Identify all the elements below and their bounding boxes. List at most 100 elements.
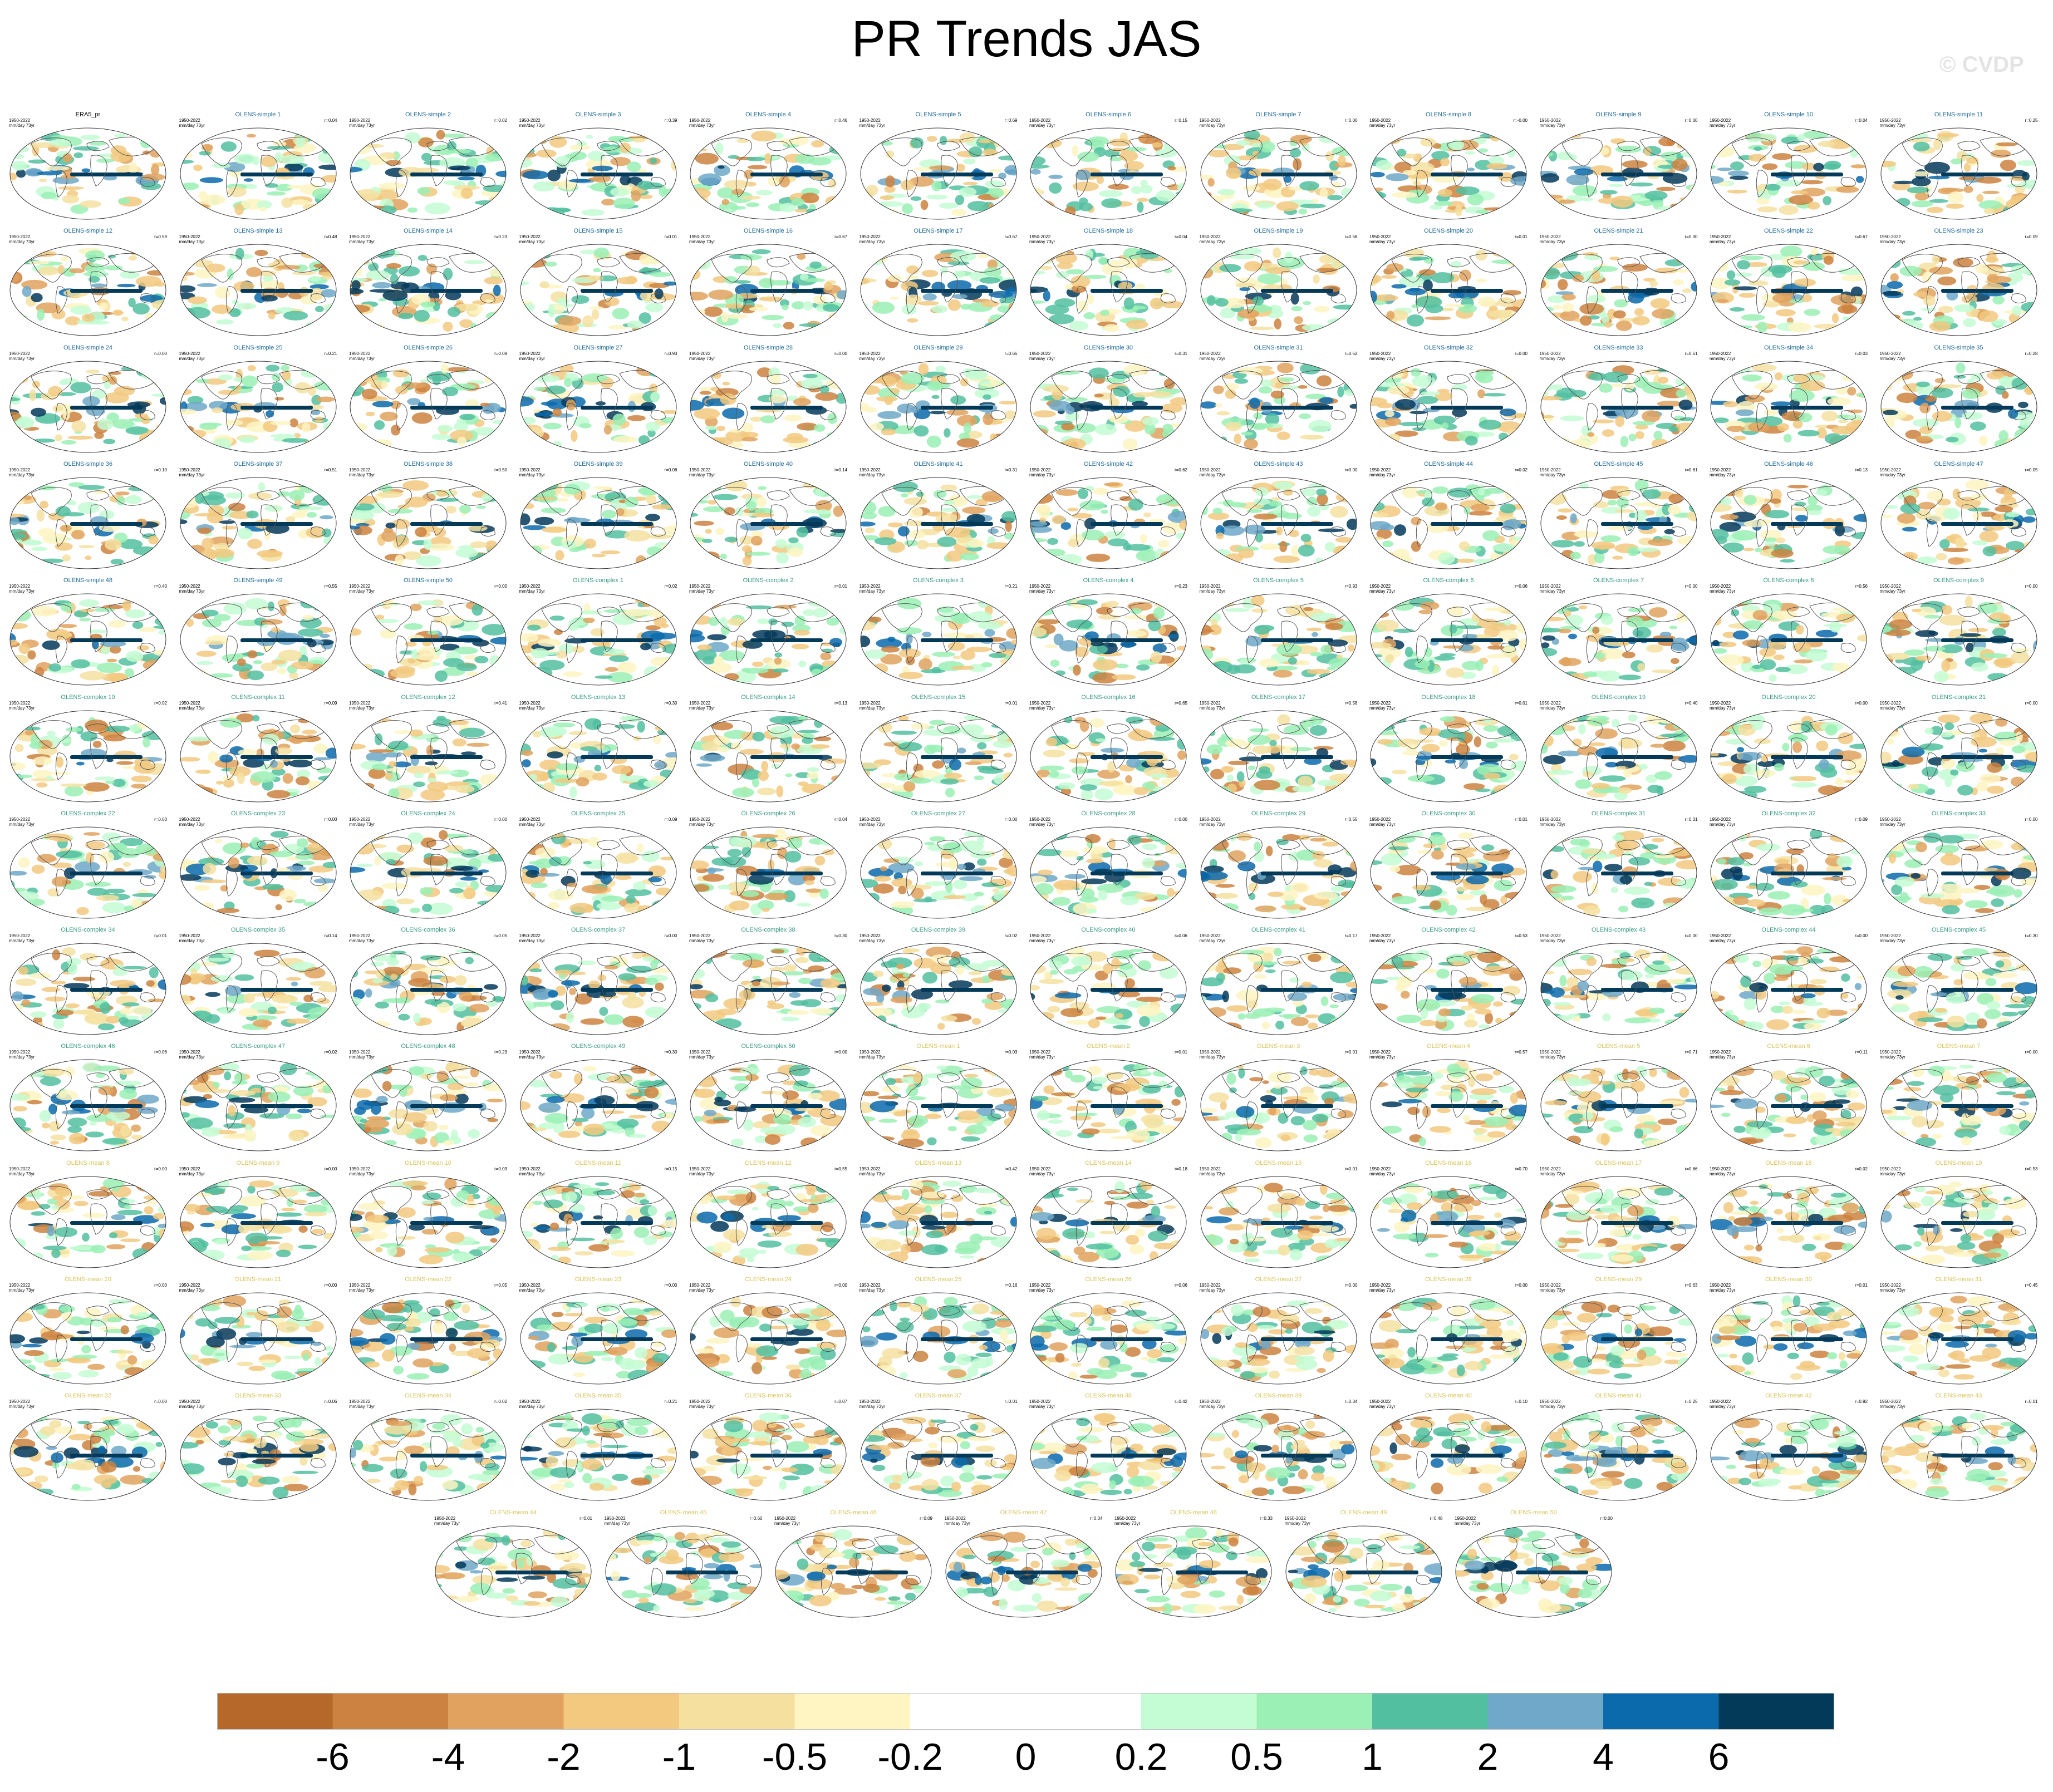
panel-pattern-correlation: r=0.25 [1684, 1399, 1698, 1405]
robinson-map [1200, 1059, 1357, 1151]
cvdp-watermark: © CVDP [1939, 52, 2024, 77]
panel-years: 1950-2022 [1710, 234, 1731, 240]
panel-title: OLENS-mean 23 [574, 1276, 622, 1283]
panel-units: mm/day 73yr [9, 1171, 35, 1176]
panel-years: 1950-2022 [349, 1050, 371, 1055]
panel-years: 1950-2022 [859, 1166, 881, 1171]
panel-pattern-correlation: r=0.04 [1089, 1516, 1103, 1521]
panel-title: OLENS-simple 20 [1423, 228, 1474, 235]
panel-units: mm/day 73yr [1199, 938, 1225, 944]
panel-title: OLENS-simple 34 [1764, 344, 1814, 351]
panel-pattern-correlation: r=0.14 [834, 467, 847, 472]
panel-years: 1950-2022 [1199, 1050, 1221, 1055]
panel-units: mm/day 73yr [859, 1171, 885, 1176]
panel-pattern-correlation: r=0.45 [2025, 1283, 2038, 1288]
panel-units: mm/day 73yr [9, 1055, 35, 1060]
map-panel: OLENS-simple 21 1950-2022 mm/day 73yr r=0.0… [1535, 228, 1702, 339]
panel-units: mm/day 73yr [349, 356, 375, 361]
panel-years: 1950-2022 [1369, 1283, 1391, 1288]
panel-title: OLENS-complex 8 [1763, 577, 1814, 584]
panel-title: OLENS-mean 50 [1510, 1509, 1557, 1516]
map-panel: OLENS-simple 4 1950-2022 mm/day 73yr r=0.46 [685, 111, 852, 223]
panel-years: 1950-2022 [1879, 118, 1901, 123]
robinson-map [350, 826, 507, 919]
panel-years: 1950-2022 [1114, 1516, 1136, 1521]
panel-title: OLENS-complex 50 [741, 1043, 795, 1050]
robinson-map [9, 943, 166, 1035]
panel-units: mm/day 73yr [1199, 356, 1225, 361]
panel-units: mm/day 73yr [519, 821, 545, 827]
panel-units: mm/day 73yr [519, 705, 545, 711]
panel-units: mm/day 73yr [179, 123, 205, 128]
map-panel: OLENS-complex 34 1950-2022 mm/day 73yr r=0.… [4, 927, 171, 1038]
panel-title: OLENS-simple 6 [1086, 111, 1131, 118]
panel-units: mm/day 73yr [1029, 1171, 1055, 1176]
panel-title: OLENS-complex 10 [61, 693, 115, 701]
panel-years: 1950-2022 [9, 816, 31, 822]
panel-units: mm/day 73yr [9, 821, 35, 827]
robinson-map [180, 1176, 336, 1268]
panel-title: OLENS-complex 41 [1251, 927, 1306, 934]
panel-title: OLENS-complex 20 [1761, 693, 1816, 701]
panel-years: 1950-2022 [179, 1399, 200, 1405]
panel-units: mm/day 73yr [1879, 1055, 1905, 1060]
map-panel: OLENS-mean 39 1950-2022 mm/day 73yr r=0.34 [1195, 1392, 1362, 1504]
panel-units: mm/day 73yr [1199, 1288, 1225, 1293]
panel-years: 1950-2022 [689, 1166, 711, 1171]
panel-years: 1950-2022 [349, 933, 371, 939]
panel-units: mm/day 73yr [1199, 589, 1225, 594]
panel-units: mm/day 73yr [1199, 1171, 1225, 1176]
panel-title: OLENS-mean 8 [66, 1159, 110, 1166]
robinson-map [520, 943, 676, 1035]
map-panel: OLENS-complex 37 1950-2022 mm/day 73yr r=0.… [515, 927, 682, 1038]
panel-units: mm/day 73yr [859, 1055, 885, 1060]
robinson-map [860, 593, 1016, 686]
robinson-map [9, 361, 166, 453]
panel-pattern-correlation: r=0.53 [2025, 1166, 2038, 1171]
panel-years: 1950-2022 [519, 816, 541, 822]
panel-title: OLENS-simple 44 [1423, 460, 1474, 467]
panel-units: mm/day 73yr [349, 472, 375, 477]
panel-years: 1950-2022 [1539, 118, 1561, 123]
panel-pattern-correlation: r=0.05 [2025, 467, 2038, 472]
panel-title: OLENS-simple 43 [1254, 460, 1303, 467]
map-panel: OLENS-mean 24 1950-2022 mm/day 73yr r=0.00 [685, 1276, 852, 1387]
panel-units: mm/day 73yr [349, 705, 375, 711]
panel-years: 1950-2022 [349, 816, 371, 822]
panel-years: 1950-2022 [1710, 816, 1731, 822]
panel-title: OLENS-complex 45 [1931, 927, 1986, 934]
panel-units: mm/day 73yr [519, 938, 545, 944]
panel-pattern-correlation: r=0.61 [1684, 467, 1698, 472]
panel-pattern-correlation: r=0.09 [2025, 234, 2038, 240]
robinson-map [1200, 127, 1357, 220]
panel-units: mm/day 73yr [1539, 1171, 1565, 1176]
colorbar-tick-label: -1 [662, 1736, 696, 1778]
panel-years: 1950-2022 [1879, 1283, 1901, 1288]
panel-pattern-correlation: r=0.00 [1175, 816, 1187, 822]
panel-title: OLENS-mean 17 [1595, 1159, 1642, 1166]
panel-pattern-correlation: r=0.02 [664, 584, 677, 589]
panel-pattern-correlation: r=0.06 [1175, 933, 1187, 939]
colorbar-tick-label: 0 [1015, 1736, 1037, 1778]
robinson-map [690, 943, 847, 1035]
panel-years: 1950-2022 [1029, 933, 1051, 939]
robinson-map [350, 943, 507, 1035]
map-panel: OLENS-simple 25 1950-2022 mm/day 73yr r=0.2… [175, 344, 342, 456]
panel-title: OLENS-mean 15 [1255, 1159, 1302, 1166]
map-panel: OLENS-mean 5 1950-2022 mm/day 73yr r=0.71 [1535, 1043, 1702, 1154]
panel-years: 1950-2022 [1369, 816, 1391, 822]
panel-title: OLENS-mean 10 [405, 1159, 451, 1166]
panel-pattern-correlation: r=0.10 [154, 467, 167, 472]
robinson-map [1030, 127, 1187, 220]
panel-title: OLENS-complex 39 [911, 927, 966, 934]
panel-title: OLENS-mean 2 [1087, 1043, 1130, 1050]
robinson-map [605, 1525, 762, 1618]
panel-pattern-correlation: r=0.48 [324, 234, 337, 240]
panel-pattern-correlation: r=0.48 [1430, 1516, 1443, 1521]
panel-units: mm/day 73yr [349, 123, 375, 128]
panel-pattern-correlation: r=0.04 [324, 118, 337, 123]
robinson-map [1030, 710, 1187, 802]
robinson-map [180, 127, 336, 220]
panel-title: OLENS-simple 23 [1934, 228, 1983, 235]
panel-years: 1950-2022 [1199, 467, 1221, 472]
